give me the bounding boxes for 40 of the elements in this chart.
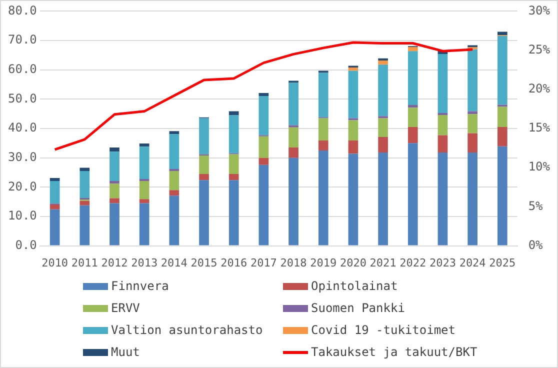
x-tick-label: 2025 [489,256,516,270]
x-tick-label: 2016 [220,256,248,270]
y-tick-label: 20.0 [8,179,37,194]
x-tick-label: 2023 [429,256,456,270]
legend-label: ERVV [111,301,140,315]
y-tick-label: 10.0 [8,208,37,223]
x-tick-label: 2024 [459,256,486,270]
y-tick-label: 60.0 [8,62,37,76]
y2-tick-label: 20% [528,82,551,96]
y-tick-label: 40.0 [8,120,37,135]
y2-tick-label: 10% [528,160,551,174]
x-tick-label: 2015 [190,256,218,270]
x-tick-label: 2017 [250,256,277,270]
x-tick-label: 2010 [42,256,68,270]
y2-tick-label: 15% [528,120,551,135]
legend-label: Valtion asuntorahasto [111,323,263,337]
x-tick-label: 2018 [280,256,307,270]
x-tick-label: 2014 [160,256,188,270]
legend-label: Opintolainat [311,279,398,293]
x-tick-label: 2013 [131,256,158,270]
x-tick-label: 2022 [400,256,426,270]
y2-tick-label: 0% [528,238,544,252]
y-tick-label: 70.0 [8,32,37,47]
y-tick-label: 30.0 [8,150,37,164]
y2-tick-label: 25% [528,42,551,56]
x-tick-label: 2011 [71,256,98,270]
x-tick-label: 2021 [370,256,396,270]
legend-label: Covid 19 -tukitoimet [311,323,456,337]
y-tick-label: 50.0 [8,91,37,106]
y-tick-label: 80.0 [8,3,37,18]
y2-tick-label: 5% [528,198,544,213]
x-tick-label: 2012 [101,256,128,270]
legend-label: Finnvera [111,279,169,293]
legend-label: Suomen Pankki [311,301,405,315]
x-tick-label: 2020 [340,256,366,270]
y2-tick-label: 30% [528,3,551,18]
x-tick-label: 2019 [310,256,337,270]
legend-label: Muut [111,345,140,359]
legend-label: Takaukset ja takuut/BKT [311,345,478,359]
y-tick-label: 0.0 [15,238,37,252]
